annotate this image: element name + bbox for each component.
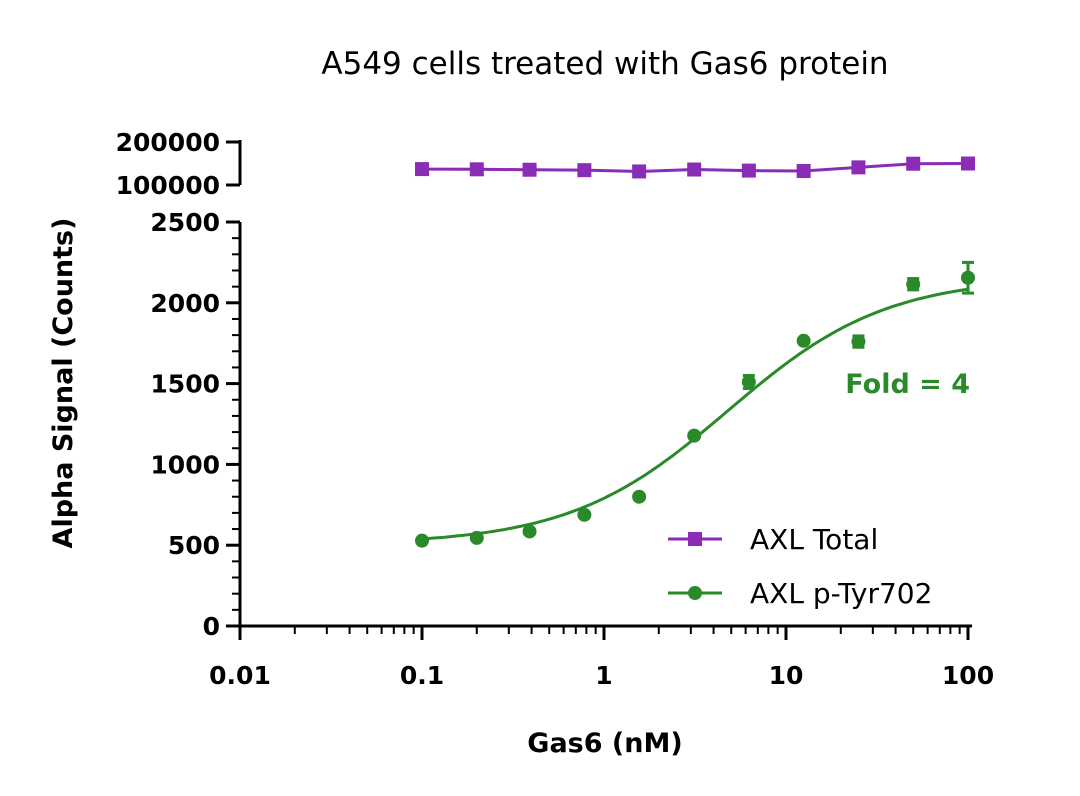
legend-marker-axl-ptyr702 [688, 586, 702, 600]
axl-ptyr702-point-5 [687, 428, 702, 443]
x-tick-label-1: 0.1 [400, 661, 444, 690]
legend-label-axl-total: AXL Total [750, 523, 878, 556]
y-upper-tick-label-0: 100000 [116, 171, 220, 200]
axl-ptyr702-point-3 [577, 507, 592, 522]
x-tick-label-4: 100 [942, 661, 994, 690]
axl-ptyr702-point-7 [796, 333, 811, 348]
series-axl-total [415, 156, 975, 179]
axl-ptyr702-point-8 [851, 334, 866, 349]
axl-ptyr702-point-9 [906, 277, 921, 292]
axl-total-point-0 [415, 162, 429, 177]
y-axis-upper-ticks: 100000 200000 [116, 128, 240, 200]
axl-ptyr702-point-2 [522, 524, 537, 539]
axl-total-point-5 [687, 162, 702, 177]
axl-total-point-6 [741, 163, 756, 178]
axl-total-point-10 [961, 156, 975, 171]
axl-ptyr702-point-10 [961, 270, 975, 285]
y-lower-tick-label-0: 0 [203, 612, 220, 641]
y-lower-tick-label-4: 2000 [150, 289, 220, 318]
fold-annotation: Fold = 4 [845, 369, 970, 400]
axl-total-point-9 [906, 156, 921, 171]
axl-total-point-7 [796, 164, 811, 179]
x-axis-ticks: 0.01 0.1 1 10 100 [209, 626, 994, 690]
y-lower-tick-label-2: 1000 [150, 450, 220, 479]
y-lower-tick-label-3: 1500 [150, 370, 220, 399]
x-axis-title: Gas6 (nM) [527, 728, 682, 759]
axl-total-point-8 [851, 160, 866, 175]
y-axis-lower-ticks: 0 500 1000 1500 2000 2500 [150, 208, 240, 641]
x-tick-label-3: 10 [769, 661, 804, 690]
x-tick-label-2: 1 [595, 661, 612, 690]
y-lower-tick-label-5: 2500 [150, 208, 220, 237]
axl-ptyr702-point-4 [632, 489, 647, 504]
axl-ptyr702-point-6 [741, 374, 756, 389]
axl-ptyr702-point-1 [469, 530, 484, 545]
legend-marker-axl-total [688, 532, 702, 546]
axl-total-point-3 [577, 163, 592, 178]
chart-title: A549 cells treated with Gas6 protein [321, 46, 888, 82]
y-upper-tick-label-1: 200000 [116, 128, 220, 157]
x-tick-label-0: 0.01 [209, 661, 271, 690]
axl-ptyr702-point-0 [415, 533, 429, 548]
legend: AXL Total AXL p-Tyr702 [668, 523, 932, 610]
legend-entry-axl-ptyr702: AXL p-Tyr702 [668, 577, 932, 610]
axl-total-point-2 [522, 162, 537, 177]
legend-entry-axl-total: AXL Total [668, 523, 878, 556]
axl-total-point-4 [632, 164, 647, 179]
legend-label-axl-ptyr702: AXL p-Tyr702 [750, 577, 932, 610]
y-lower-tick-label-1: 500 [168, 531, 220, 560]
axl-ptyr702-fit-curve [421, 287, 969, 541]
x-axis-minor-ticks [293, 626, 961, 634]
series-axl-ptyr702 [415, 260, 975, 548]
axl-total-point-1 [469, 162, 484, 177]
y-axis-title: Alpha Signal (Counts) [48, 218, 79, 549]
